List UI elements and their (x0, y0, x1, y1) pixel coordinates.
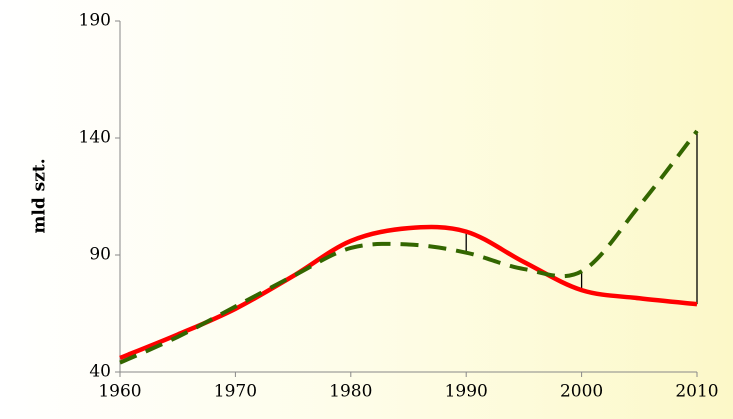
y-axis-label: mld szt. (30, 158, 50, 233)
series-line (119, 224, 698, 361)
y-tick-label: 90 (89, 245, 111, 265)
x-tick-label: 2000 (560, 382, 603, 402)
y-tick-label: 190 (79, 11, 111, 31)
y-tick-label: 140 (79, 128, 111, 148)
series-line (119, 129, 699, 365)
x-tick-label: 1960 (98, 382, 141, 402)
x-tick-label: 1980 (329, 382, 372, 402)
x-tick-label: 1990 (445, 382, 488, 402)
x-tick-label: 2010 (675, 382, 718, 402)
x-tick-label: 1970 (214, 382, 257, 402)
y-tick-label: 40 (89, 362, 111, 382)
